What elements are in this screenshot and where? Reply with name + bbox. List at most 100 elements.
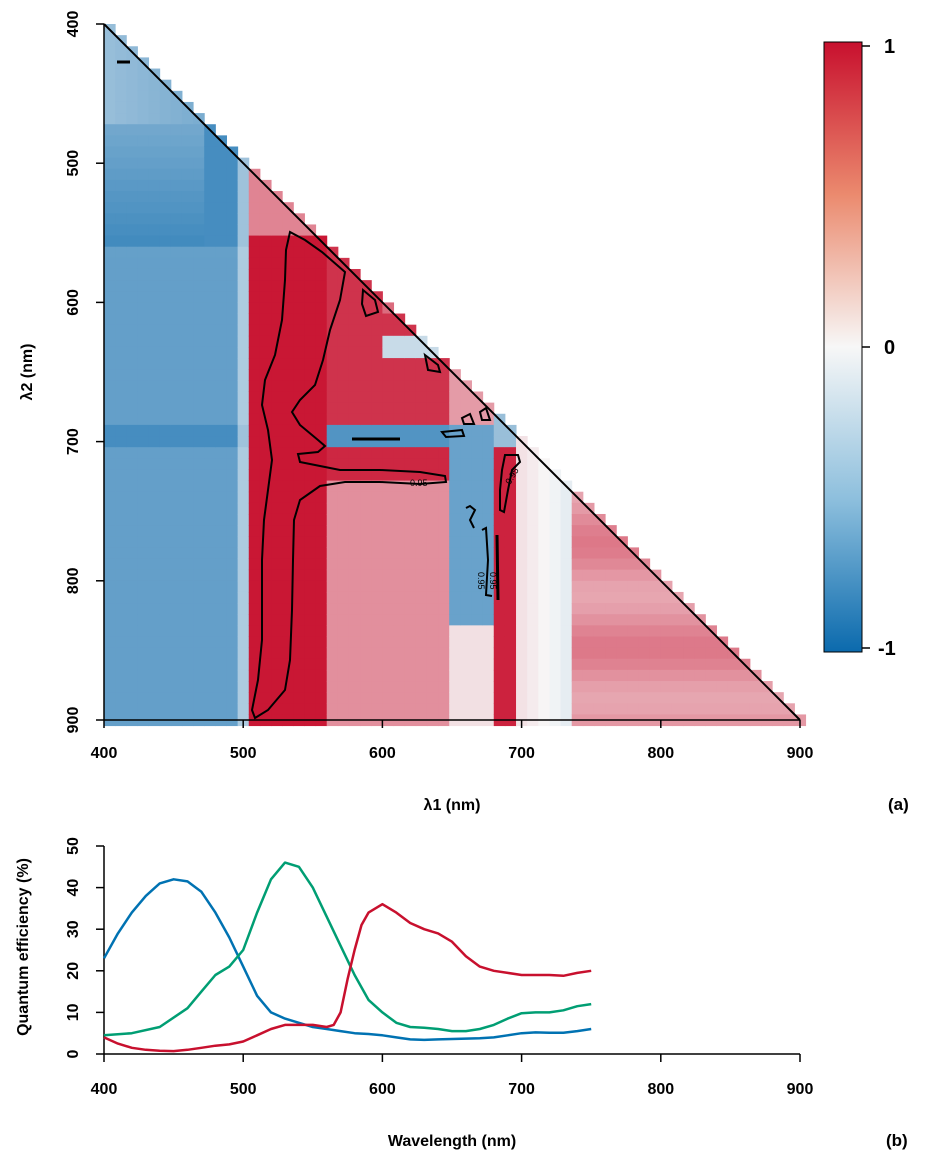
heatmap-cell	[426, 580, 439, 593]
heatmap-cell	[271, 391, 283, 404]
heatmap-cell	[193, 614, 205, 626]
heatmap-cell	[371, 603, 383, 615]
heatmap-cell	[393, 547, 406, 560]
heatmap-cell	[293, 625, 305, 637]
heatmap-cell	[671, 669, 684, 682]
heatmap-cell	[248, 591, 261, 604]
heatmap-cell	[683, 703, 695, 715]
heatmap-cell	[170, 669, 183, 682]
heatmap-cell	[137, 591, 150, 604]
heatmap-cell	[215, 313, 227, 326]
heatmap-x-tick-label: 700	[508, 745, 535, 762]
heatmap-cell	[271, 636, 283, 649]
heatmap-cell	[360, 569, 372, 582]
heatmap-cell	[326, 436, 339, 448]
heatmap-cell	[282, 625, 294, 637]
heatmap-cell	[415, 681, 428, 693]
heatmap-cell	[293, 513, 305, 526]
heatmap-cell	[237, 658, 250, 671]
contour-line-small-4	[460, 412, 476, 425]
heatmap-cell	[304, 591, 317, 604]
heatmap-cell	[382, 424, 395, 437]
heatmap-cell	[337, 692, 350, 704]
line-x-tick-label: 800	[647, 1081, 674, 1098]
heatmap-cell	[115, 146, 127, 159]
heatmap-cell	[226, 358, 239, 370]
heatmap-cell	[126, 580, 138, 593]
heatmap-cell	[237, 502, 250, 515]
heatmap-cell	[482, 469, 495, 482]
heatmap-cell	[170, 513, 183, 526]
heatmap-cell	[159, 257, 172, 270]
heatmap-cell	[104, 636, 116, 649]
heatmap-cell	[248, 413, 261, 426]
heatmap-cell	[371, 447, 383, 459]
heatmap-cell	[126, 124, 138, 136]
heatmap-cell	[126, 146, 138, 159]
heatmap-cell	[326, 636, 339, 649]
heatmap-cell	[193, 603, 205, 615]
heatmap-cell	[226, 257, 239, 270]
heatmap-cell	[716, 703, 729, 715]
heatmap-cell	[248, 324, 261, 337]
heatmap-cell	[449, 547, 461, 560]
heatmap-cell	[126, 157, 138, 170]
heatmap-cell	[259, 246, 272, 259]
heatmap-cell	[104, 447, 116, 459]
heatmap-cell	[449, 480, 461, 493]
heatmap-cell	[148, 424, 161, 437]
heatmap-cell	[293, 346, 305, 359]
contour-line-small-3	[440, 428, 466, 439]
heatmap-cell	[382, 391, 395, 404]
contour-line-main	[250, 230, 448, 720]
heatmap-cell	[181, 424, 194, 437]
series-line-0	[102, 878, 592, 1042]
heatmap-cell	[382, 313, 395, 326]
heatmap-cell	[315, 569, 328, 582]
heatmap-x-tick-label: 400	[91, 745, 118, 762]
heatmap-cell	[204, 291, 216, 303]
heatmap-cell	[248, 547, 261, 560]
heatmap-cell	[482, 681, 495, 693]
heatmap-cell	[393, 525, 406, 537]
contour-label: 0.95	[476, 572, 486, 590]
heatmap-cell	[348, 480, 361, 493]
heatmap-cell	[304, 246, 317, 259]
heatmap-cell	[148, 569, 161, 582]
heatmap-cell	[237, 424, 250, 437]
heatmap-cell	[226, 380, 239, 392]
heatmap-cell	[237, 380, 250, 392]
heatmap-cell	[248, 636, 261, 649]
heatmap-cell	[694, 625, 706, 637]
heatmap-cell	[170, 335, 183, 348]
heatmap-cell	[282, 469, 294, 482]
heatmap-cell	[438, 480, 450, 493]
heatmap-cell	[360, 703, 372, 715]
heatmap-cell	[104, 346, 116, 359]
heatmap-cell	[315, 636, 328, 649]
heatmap-cell	[315, 402, 328, 415]
heatmap-cell	[115, 46, 127, 58]
heatmap-cell	[204, 458, 216, 470]
heatmap-cell	[504, 681, 517, 693]
heatmap-cell	[104, 213, 116, 225]
heatmap-cell	[738, 692, 751, 704]
heatmap-cell	[259, 469, 272, 482]
heatmap-cell	[527, 502, 539, 515]
heatmap-cell	[226, 280, 239, 292]
heatmap-cell	[181, 280, 194, 292]
heatmap-cell	[348, 280, 361, 292]
heatmap-cell	[226, 413, 239, 426]
heatmap-cell	[148, 458, 161, 470]
heatmap-cell	[516, 703, 528, 715]
heatmap-cell	[348, 436, 361, 448]
heatmap-cell	[248, 469, 261, 482]
heatmap-cell	[126, 101, 138, 114]
heatmap-cell	[159, 146, 172, 159]
heatmap-cell	[248, 224, 261, 237]
heatmap-cell	[527, 547, 539, 560]
heatmap-cell	[148, 235, 161, 248]
heatmap-cell	[404, 658, 417, 671]
heatmap-cell	[315, 536, 328, 548]
heatmap-cell	[148, 179, 161, 192]
